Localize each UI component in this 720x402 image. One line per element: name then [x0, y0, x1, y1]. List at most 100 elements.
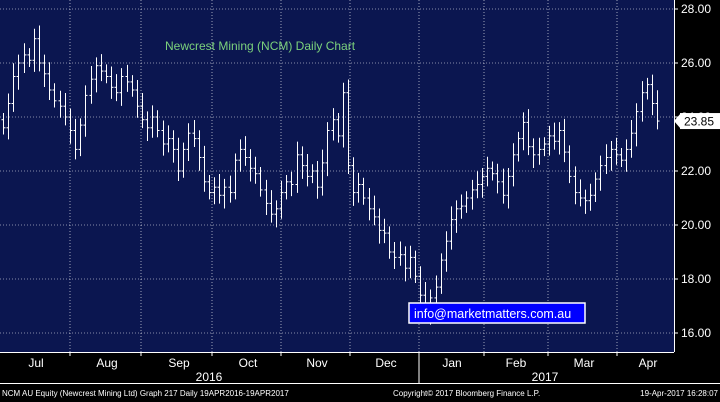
ohlc-bar	[444, 231, 449, 272]
ohlc-bar	[645, 77, 650, 100]
ohlc-bar	[604, 144, 609, 174]
ohlc-bar	[47, 62, 52, 100]
ohlc-bar	[619, 148, 624, 167]
y-tick-label: 26.00	[681, 56, 711, 70]
ohlc-bar	[89, 65, 94, 104]
ohlc-bar	[140, 92, 145, 129]
ohlc-bar	[63, 92, 68, 126]
ohlc-bar	[279, 180, 284, 219]
ohlc-bar	[629, 119, 634, 158]
x-tick-label: Apr	[639, 356, 658, 370]
ohlc-bar	[588, 183, 593, 211]
ohlc-bar	[511, 143, 516, 187]
ohlc-bar	[68, 108, 73, 144]
y-tick-label: 18.00	[681, 272, 711, 286]
ohlc-bar	[181, 142, 186, 178]
ohlc-bar	[305, 153, 310, 187]
ohlc-bar	[284, 175, 289, 200]
ohlc-bar	[27, 48, 32, 68]
ohlc-bar	[155, 110, 160, 138]
ohlc-bar	[537, 137, 542, 165]
ohlc-bar	[325, 122, 330, 177]
chart-title: Newcrest Mining (NCM) Daily Chart	[165, 39, 356, 53]
ohlc-bar	[341, 82, 346, 148]
ohlc-bar	[408, 245, 413, 279]
year-label: 2017	[532, 370, 559, 384]
ohlc-bar	[583, 189, 588, 214]
annotation-box[interactable]: info@marketmatters.com.au	[408, 302, 586, 324]
ohlc-bar	[547, 125, 552, 156]
ohlc-bar	[1, 112, 6, 135]
ohlc-bar	[495, 163, 500, 194]
x-axis: Jul Aug Sep Oct Nov Dec Jan Feb Mar Apr 2016 2017	[0, 352, 674, 384]
ohlc-bar	[233, 153, 238, 200]
price-bars	[1, 25, 660, 325]
footer-left: NCM AU Equity (Newcrest Mining Ltd) Grap…	[2, 389, 289, 398]
ohlc-bar	[78, 118, 83, 157]
ohlc-bar	[475, 171, 480, 199]
ohlc-bar	[521, 112, 526, 151]
x-tick-label: Aug	[96, 356, 117, 370]
ohlc-bar	[145, 111, 150, 142]
year-label: 2016	[196, 370, 223, 384]
y-tick-label: 28.00	[681, 2, 711, 16]
ohlc-bar	[300, 146, 305, 179]
ohlc-bar	[248, 149, 253, 182]
ohlc-bar	[37, 25, 42, 72]
ohlc-bar	[464, 191, 469, 213]
ohlc-bar	[6, 93, 11, 140]
ohlc-bar	[562, 118, 567, 163]
ohlc-bar	[655, 90, 660, 130]
ohlc-bar	[361, 177, 366, 205]
ohlc-bar	[186, 123, 191, 162]
ohlc-bar	[387, 226, 392, 259]
ohlc-bar	[135, 80, 140, 118]
ohlc-bar	[217, 173, 222, 204]
last-price-label: 23.85	[684, 115, 714, 129]
ohlc-bar	[310, 164, 315, 184]
ohlc-bar	[207, 175, 212, 200]
ohlc-bar	[403, 246, 408, 282]
ohlc-bar	[258, 166, 263, 197]
y-tick-label: 20.00	[681, 218, 711, 232]
ohlc-bar	[83, 85, 88, 137]
footer-center: Copyright© 2017 Bloomberg Finance L.P.	[393, 389, 540, 398]
ohlc-bar	[356, 172, 361, 203]
ohlc-bar	[289, 171, 294, 197]
ohlc-bar	[614, 137, 619, 165]
ohlc-bar	[624, 139, 629, 172]
ohlc-bar	[295, 141, 300, 193]
ohlc-bar	[166, 125, 171, 153]
ohlc-bar	[439, 253, 444, 294]
ohlc-bar	[516, 131, 521, 162]
ohlc-bar	[449, 206, 454, 250]
ohlc-bar	[526, 109, 531, 156]
ohlc-bar	[32, 28, 37, 72]
ohlc-bar	[336, 112, 341, 143]
ohlc-bar	[58, 90, 63, 118]
ohlc-bar	[212, 177, 217, 205]
x-tick-label: Feb	[506, 356, 527, 370]
ohlc-bar	[150, 105, 155, 138]
x-tick-label: Oct	[239, 356, 258, 370]
ohlc-bar	[42, 54, 47, 88]
x-tick-label: Dec	[375, 356, 396, 370]
ohlc-bar	[16, 54, 21, 90]
ohlc-bar	[640, 81, 645, 122]
ohlc-bar	[377, 208, 382, 244]
ohlc-bar	[130, 75, 135, 97]
ohlc-bar	[274, 200, 279, 228]
ohlc-bar	[634, 103, 639, 147]
ohlc-bar	[161, 120, 166, 156]
ohlc-bar	[650, 74, 655, 116]
ohlc-bar	[573, 166, 578, 205]
x-tick-label: Jul	[28, 356, 43, 370]
ohlc-bar	[351, 157, 356, 206]
ohlc-bar	[382, 218, 387, 244]
ohlc-bar	[315, 161, 320, 199]
ohlc-bar	[269, 190, 274, 223]
ohlc-bar	[114, 74, 119, 102]
ohlc-bar	[506, 168, 511, 209]
ohlc-bar	[542, 137, 547, 157]
